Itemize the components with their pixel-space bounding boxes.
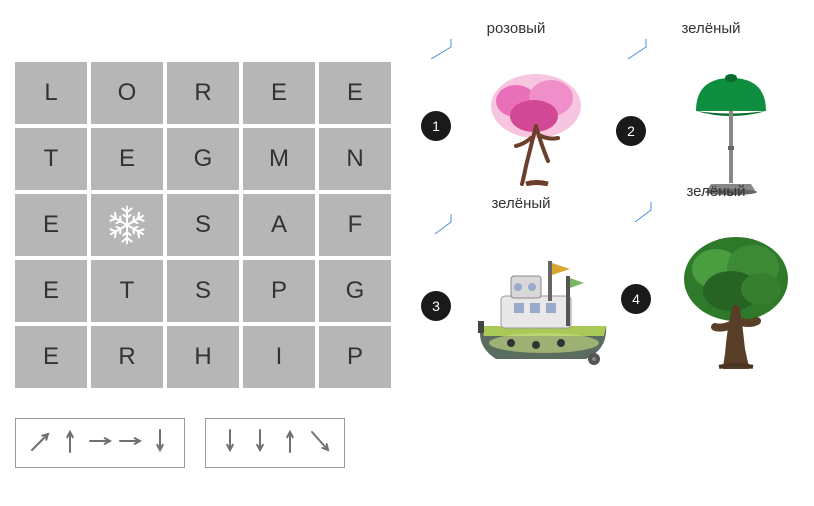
grid-cell: E: [15, 194, 87, 256]
arrow-e-icon: [118, 426, 142, 461]
grid-cell: F: [319, 194, 391, 256]
badge-3: 3: [421, 291, 451, 321]
arrow-hint-box: [15, 418, 185, 468]
grid-cell: A: [243, 194, 315, 256]
ship-icon: [461, 241, 621, 371]
arrow-hints-row: [15, 418, 391, 468]
item-2: зелёный 2: [616, 20, 806, 196]
grid-cell: N: [319, 128, 391, 190]
grid-cell: R: [91, 326, 163, 388]
badge-4: 4: [621, 284, 651, 314]
grid-cell: G: [319, 260, 391, 322]
badge-2: 2: [616, 116, 646, 146]
arrow-s-icon: [148, 426, 172, 461]
pointer-line-icon: [621, 202, 681, 222]
grid-cell: G: [167, 128, 239, 190]
grid-cell: L: [15, 62, 87, 124]
grid-cell: H: [167, 326, 239, 388]
pink-tree-icon: [461, 66, 611, 186]
pointer-line-icon: [421, 214, 481, 234]
grid-cell: I: [243, 326, 315, 388]
arrow-n-icon: [58, 426, 82, 461]
arrow-n-icon: [278, 426, 302, 461]
item-3: зелёный 3: [421, 195, 621, 371]
grid-cell: P: [243, 260, 315, 322]
arrow-e-icon: [88, 426, 112, 461]
arrow-ne-icon: [28, 426, 52, 461]
grid-cell: O: [91, 62, 163, 124]
grid-cell: R: [167, 62, 239, 124]
snowflake-icon: [91, 194, 163, 256]
grid-cell: E: [15, 326, 87, 388]
item-2-label: зелёный: [616, 20, 806, 37]
badge-1: 1: [421, 111, 451, 141]
grid-cell: E: [91, 128, 163, 190]
item-1: розовый 1: [421, 20, 611, 186]
grid-cell: S: [167, 194, 239, 256]
grid-cell: P: [319, 326, 391, 388]
grid-cell: E: [243, 62, 315, 124]
right-column: розовый 1 зелёный: [421, 20, 799, 468]
pointer-line-icon: [616, 39, 676, 59]
green-lamp-icon: [656, 66, 806, 196]
arrow-s-icon: [248, 426, 272, 461]
letter-grid: LOREETEGMNESAFETSPGERHIP: [15, 62, 391, 388]
item-4-label: зелёный: [621, 183, 811, 200]
grid-cell: E: [319, 62, 391, 124]
grid-cell: S: [167, 260, 239, 322]
green-tree-icon: [661, 229, 811, 369]
grid-cell: M: [243, 128, 315, 190]
grid-cell: T: [91, 260, 163, 322]
arrow-hint-box: [205, 418, 345, 468]
grid-cell: T: [15, 128, 87, 190]
item-1-label: розовый: [421, 20, 611, 37]
item-3-label: зелёный: [421, 195, 621, 212]
arrow-s-icon: [218, 426, 242, 461]
grid-cell: E: [15, 260, 87, 322]
item-4: зелёный 4: [621, 183, 811, 369]
left-column: LOREETEGMNESAFETSPGERHIP: [15, 20, 391, 468]
pointer-line-icon: [421, 39, 481, 59]
arrow-se-icon: [308, 426, 332, 461]
